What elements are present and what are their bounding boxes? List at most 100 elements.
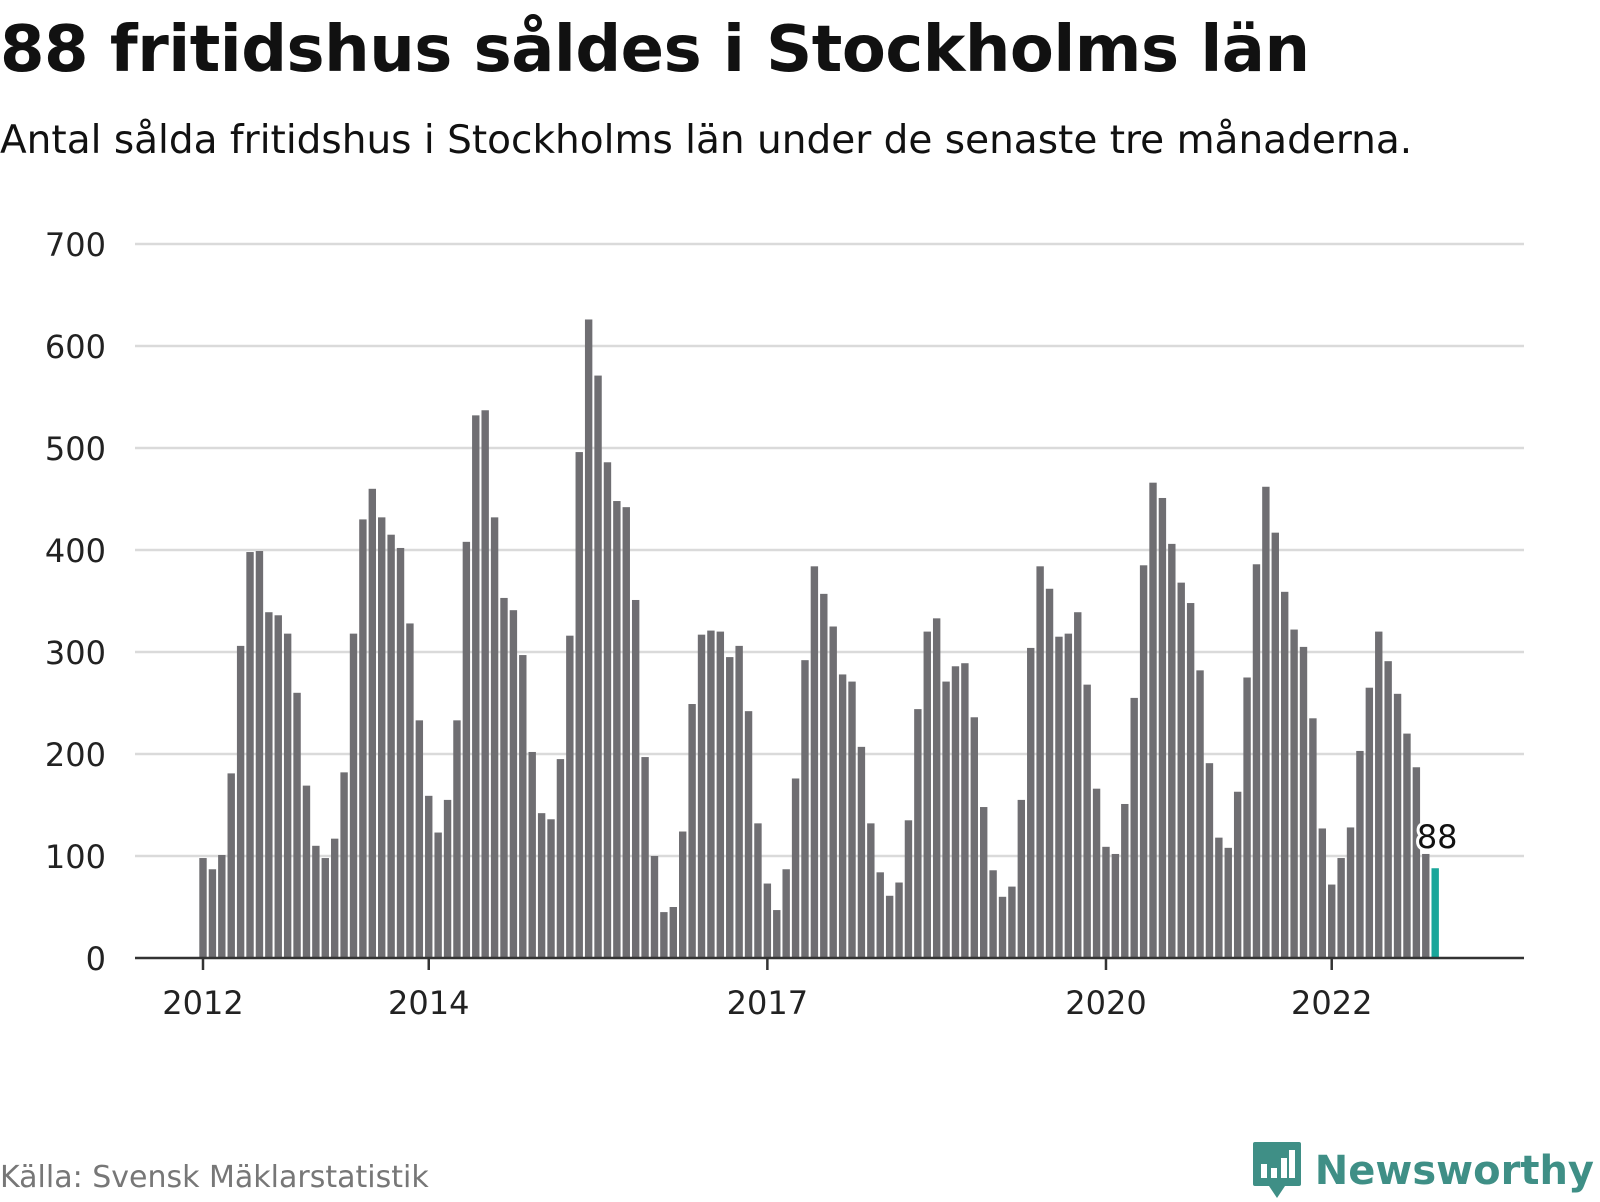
bar bbox=[904, 820, 913, 958]
bar bbox=[707, 630, 715, 958]
bar bbox=[500, 597, 508, 958]
y-tick-label: 400 bbox=[45, 532, 106, 570]
bar bbox=[1139, 565, 1148, 958]
bar bbox=[848, 681, 856, 958]
bar bbox=[1036, 566, 1044, 958]
y-tick-label: 0 bbox=[86, 940, 106, 978]
bar bbox=[1422, 853, 1430, 958]
bar bbox=[481, 410, 489, 958]
x-tick-label: 2012 bbox=[162, 984, 243, 1022]
bar bbox=[462, 541, 471, 958]
bar bbox=[763, 883, 772, 958]
bar bbox=[1130, 697, 1138, 958]
bar bbox=[1271, 532, 1279, 958]
bar bbox=[359, 519, 367, 958]
bar bbox=[1083, 684, 1091, 958]
bar bbox=[895, 882, 903, 958]
bar bbox=[312, 845, 320, 958]
bar bbox=[575, 452, 583, 958]
bar bbox=[1299, 646, 1308, 958]
chart-subtitle: Antal sålda fritidshus i Stockholms län … bbox=[0, 118, 1413, 163]
bar bbox=[942, 681, 950, 958]
bar bbox=[932, 618, 941, 958]
bar bbox=[302, 785, 311, 958]
y-tick-label: 700 bbox=[45, 226, 106, 264]
x-tick-label: 2014 bbox=[388, 984, 469, 1022]
bar bbox=[1243, 677, 1251, 958]
bar bbox=[791, 778, 800, 958]
bar bbox=[1008, 886, 1016, 958]
bar bbox=[425, 795, 433, 958]
bar bbox=[1252, 564, 1261, 958]
bar bbox=[199, 858, 207, 958]
bar bbox=[820, 593, 828, 958]
bar bbox=[1045, 588, 1054, 958]
bar bbox=[631, 599, 640, 958]
bar bbox=[1055, 636, 1063, 958]
brand-logo: Newsworthy bbox=[1251, 1140, 1594, 1202]
bar bbox=[246, 552, 254, 958]
bar bbox=[650, 856, 659, 958]
bar bbox=[716, 631, 725, 958]
y-tick-label: 500 bbox=[45, 430, 106, 468]
bar bbox=[490, 517, 499, 958]
bar bbox=[914, 709, 922, 958]
bar bbox=[735, 645, 743, 958]
bar bbox=[876, 872, 884, 958]
bar bbox=[726, 657, 734, 958]
bar bbox=[1375, 631, 1383, 958]
bar bbox=[838, 674, 847, 958]
bar bbox=[829, 626, 837, 958]
bar bbox=[603, 462, 612, 958]
bar bbox=[1102, 846, 1110, 958]
bar bbox=[443, 799, 452, 958]
bar bbox=[283, 633, 292, 958]
bar bbox=[1149, 482, 1157, 958]
bar bbox=[1346, 827, 1355, 958]
bar bbox=[208, 869, 217, 958]
bar bbox=[810, 566, 819, 958]
bar bbox=[594, 375, 602, 959]
bar bbox=[754, 823, 762, 958]
bar bbox=[321, 858, 329, 958]
bar bbox=[1121, 803, 1129, 958]
bar bbox=[537, 813, 546, 958]
bar bbox=[434, 832, 442, 958]
bar bbox=[1403, 733, 1411, 958]
bar bbox=[1196, 670, 1204, 958]
bar bbox=[1186, 603, 1195, 958]
bar bbox=[773, 910, 781, 958]
bar bbox=[1111, 853, 1120, 958]
bar bbox=[613, 501, 621, 958]
bar bbox=[1027, 647, 1035, 958]
bar bbox=[1365, 687, 1374, 958]
bar bbox=[679, 831, 687, 958]
bar bbox=[1215, 837, 1223, 958]
data-labels: 88 bbox=[1414, 815, 1461, 859]
bar bbox=[1224, 847, 1232, 958]
y-tick-label: 200 bbox=[45, 736, 106, 774]
bar bbox=[688, 704, 696, 958]
source-note: Källa: Svensk Mäklarstatistik bbox=[0, 1160, 429, 1195]
bar bbox=[744, 711, 753, 958]
newsworthy-logo-icon bbox=[1252, 1142, 1301, 1198]
bar bbox=[669, 907, 677, 958]
bar bbox=[396, 547, 405, 958]
bar bbox=[1412, 767, 1421, 958]
bar bbox=[340, 772, 348, 958]
bar bbox=[415, 720, 424, 958]
bar bbox=[406, 623, 414, 958]
bar bbox=[970, 717, 978, 958]
highlight-bar bbox=[1431, 868, 1439, 958]
y-tick-label: 600 bbox=[45, 328, 106, 366]
x-tick-label: 2022 bbox=[1291, 984, 1372, 1022]
bar bbox=[349, 633, 358, 958]
y-tick-label: 100 bbox=[45, 838, 106, 876]
bar bbox=[556, 759, 565, 958]
bar bbox=[1064, 633, 1073, 958]
bar bbox=[697, 634, 706, 958]
bar bbox=[1177, 582, 1185, 958]
bar bbox=[584, 319, 593, 959]
bar bbox=[227, 773, 235, 958]
bar bbox=[547, 819, 555, 958]
